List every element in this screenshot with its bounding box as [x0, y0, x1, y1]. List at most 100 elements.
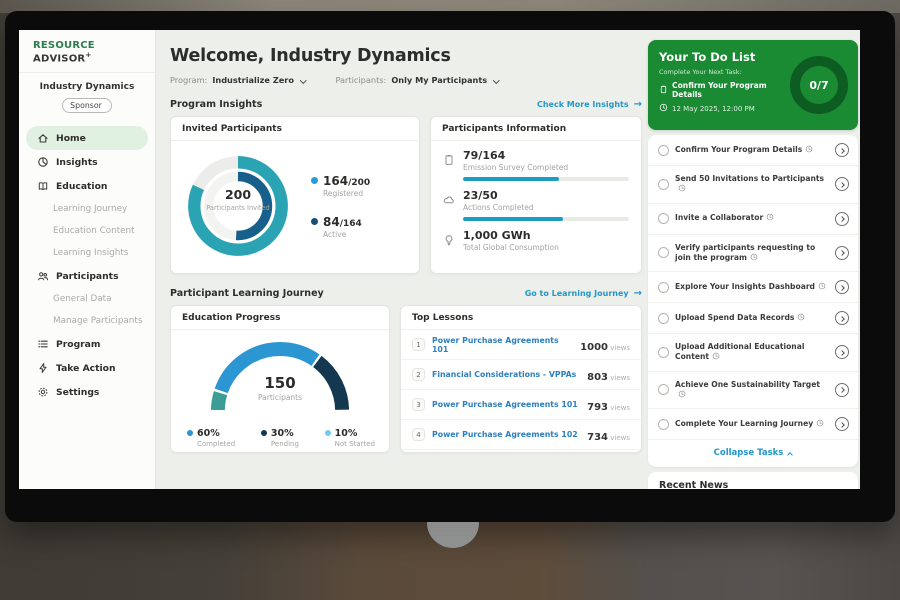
task-checkbox[interactable] [658, 346, 669, 358]
legend-item: 10% Not Started [324, 428, 375, 448]
logo-text-resource: RESOURCE [33, 40, 95, 51]
lesson-link[interactable]: Power Purchase Agreements 102 [432, 430, 578, 439]
bulb-icon [443, 231, 455, 252]
task-checkbox[interactable] [658, 418, 669, 430]
task-row[interactable]: Upload Spend Data Records [648, 303, 858, 334]
sidebar-item-participants[interactable]: Participants [19, 264, 155, 288]
legend-dot-icon [260, 430, 267, 436]
task-open-button[interactable] [835, 177, 849, 192]
views-count: 793 [587, 402, 608, 413]
education-progress-card: Education Progress 150 Participants 60% C… [170, 305, 390, 453]
task-checkbox[interactable] [658, 144, 669, 156]
sidebar-item-program[interactable]: Program [19, 332, 155, 356]
todo-progress-count: 0/7 [809, 78, 829, 92]
task-open-button[interactable] [835, 245, 849, 260]
sidebar-item-settings[interactable]: Settings [19, 380, 155, 404]
task-label: Invite a Collaborator [675, 213, 829, 223]
card-title: Invited Participants [171, 117, 419, 141]
task-checkbox[interactable] [658, 247, 669, 259]
todo-due-date: 12 May 2025, 12:00 PM [672, 104, 755, 113]
program-insights-header: Program Insights Check More Insights → [170, 99, 642, 110]
check-more-insights-link[interactable]: Check More Insights → [537, 99, 642, 110]
task-open-button[interactable] [835, 143, 849, 157]
todo-task-list: Confirm Your Program Details Send 50 Invi… [648, 135, 858, 440]
task-checkbox[interactable] [658, 178, 669, 190]
sidebar-item-learning-journey[interactable]: Learning Journey [19, 198, 155, 220]
action-icon [37, 362, 49, 374]
sidebar-item-label: Participants [56, 270, 119, 282]
card-title: Participants Information [431, 117, 641, 141]
sidebar-item-take-action[interactable]: Take Action [19, 356, 155, 380]
task-row[interactable]: Upload Additional Educational Content [648, 334, 858, 372]
sidebar-item-education-content[interactable]: Education Content [19, 220, 155, 242]
task-open-button[interactable] [835, 345, 849, 360]
legend-label: Completed [197, 440, 236, 448]
views-label: views [608, 374, 630, 382]
task-open-button[interactable] [835, 280, 849, 294]
background-wall-top [0, 0, 900, 13]
collapse-tasks-link[interactable]: Collapse Tasks [648, 440, 858, 467]
app-logo: RESOURCE ADVISOR+ [19, 30, 155, 74]
legend-percent: 10% [334, 428, 358, 439]
task-open-button[interactable] [835, 417, 849, 431]
todo-panel: Your To Do List Complete Your Next Task:… [648, 30, 860, 489]
program-filter-dropdown[interactable]: Program: Industrialize Zero [170, 75, 307, 85]
views-label: views [608, 404, 630, 412]
main-content: Welcome, Industry Dynamics Program: Indu… [156, 30, 650, 489]
sidebar-item-learning-insights[interactable]: Learning Insights [19, 242, 155, 264]
sidebar-item-manage-participants[interactable]: Manage Participants [19, 310, 155, 332]
lesson-views: 803 views [587, 365, 630, 384]
participants-filter-dropdown[interactable]: Participants: Only My Participants [335, 75, 500, 85]
task-checkbox[interactable] [658, 384, 669, 396]
sidebar-item-label: Education Content [53, 226, 135, 237]
lesson-row: 1 Power Purchase Agreements 101 1000 views [401, 330, 641, 360]
go-to-learning-journey-link[interactable]: Go to Learning Journey → [525, 288, 642, 299]
home-icon [37, 132, 49, 144]
lesson-views: 734 views [587, 425, 630, 444]
lesson-link[interactable]: Power Purchase Agreements 101 [432, 335, 559, 354]
stat-value: 23/50 [463, 189, 498, 202]
task-open-button[interactable] [835, 382, 849, 397]
journey-cards-row: Education Progress 150 Participants 60% C… [170, 305, 642, 453]
legend-label: Active [323, 229, 347, 239]
task-row[interactable]: Achieve One Sustainability Target [648, 372, 858, 409]
legend-value: 164/200 [323, 173, 371, 188]
chevron-right-icon [839, 147, 845, 154]
task-checkbox[interactable] [658, 281, 669, 293]
donut-center-value: 200 [224, 187, 252, 202]
sidebar-item-home[interactable]: Home [26, 126, 148, 151]
chevron-down-icon [300, 76, 307, 84]
views-label: views [608, 344, 630, 352]
task-checkbox[interactable] [658, 312, 669, 324]
cloud-icon [443, 191, 455, 221]
task-row[interactable]: Explore Your Insights Dashboard [648, 272, 858, 303]
sidebar-item-label: Learning Insights [53, 248, 129, 259]
lesson-link[interactable]: Financial Considerations - VPPAs [432, 370, 577, 379]
task-open-button[interactable] [835, 311, 849, 325]
legend-label: Pending [270, 440, 299, 448]
stat-row: 1,000 GWh Total Global Consumption [443, 229, 629, 252]
sponsor-badge[interactable]: Sponsor [62, 98, 112, 114]
education-legend: 60% Completed 30% Pending 10% Not Started [171, 422, 389, 448]
lesson-link[interactable]: Power Purchase Agreements 101 [432, 400, 578, 409]
task-row[interactable]: Send 50 Invitations to Participants [648, 166, 858, 204]
sidebar-item-label: Education [56, 180, 108, 192]
task-label: Explore Your Insights Dashboard [675, 282, 829, 292]
task-open-button[interactable] [835, 211, 849, 226]
views-count: 803 [587, 372, 608, 383]
progress-bar [463, 177, 629, 181]
program-icon [37, 338, 49, 350]
task-checkbox[interactable] [658, 213, 669, 224]
task-label: Achieve One Sustainability Target [675, 380, 829, 401]
task-row[interactable]: Confirm Your Program Details [648, 135, 858, 166]
lesson-rank: 1 [412, 338, 425, 351]
legend-item: 30% Pending [260, 428, 299, 448]
task-row[interactable]: Complete Your Learning Journey [648, 409, 858, 440]
task-row[interactable]: Verify participants requesting to join t… [648, 235, 858, 272]
task-row[interactable]: Invite a Collaborator [648, 204, 858, 235]
donut-ring-registered [188, 156, 288, 256]
sidebar-item-insights[interactable]: Insights [19, 150, 155, 174]
sidebar-item-general-data[interactable]: General Data [19, 288, 155, 310]
sidebar-item-education[interactable]: Education [19, 174, 155, 198]
invited-participants-card: Invited Participants 200 Participants In… [170, 116, 420, 274]
